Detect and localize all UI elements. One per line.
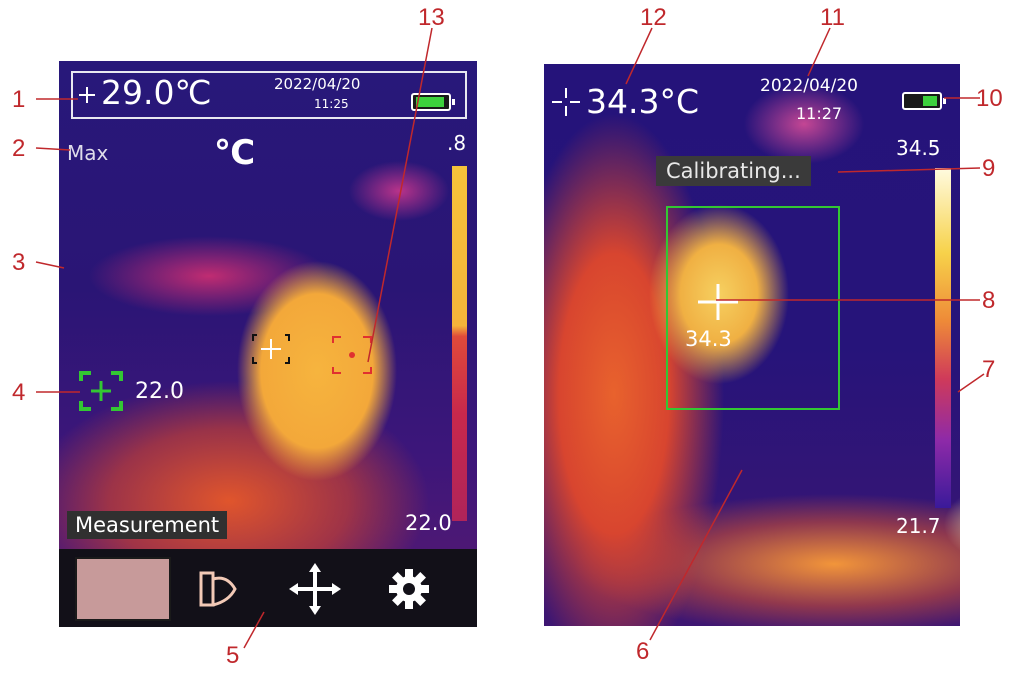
center-temperature: 29.0℃ (101, 73, 212, 112)
callout-number: 13 (418, 4, 445, 31)
scale-min-value: 21.7 (896, 514, 941, 538)
date-display: 2022/04/20 (760, 76, 858, 96)
max-point-marker-icon (332, 336, 372, 374)
callout-number: 1 (12, 86, 26, 113)
thermal-screen-measurement: 29.0℃ 2022/04/20 11:25 Max ℃ .8 22.0 22.… (59, 61, 477, 627)
color-scale-bar (452, 166, 467, 521)
blank-tile-icon[interactable] (75, 557, 171, 621)
time-display: 11:27 (796, 104, 843, 123)
battery-icon (411, 93, 455, 111)
bottom-toolbar (59, 549, 477, 627)
point-marker-icon[interactable] (77, 369, 125, 413)
crosshair-icon (552, 88, 580, 116)
callout-number: 12 (640, 4, 667, 31)
center-temperature: 34.3°C (586, 82, 700, 121)
measurement-box[interactable] (666, 206, 840, 410)
min-point-marker-icon (252, 334, 290, 364)
mode-label: Measurement (67, 511, 228, 539)
callout-number: 9 (982, 155, 996, 182)
thermal-screen-calibrating: 34.3°C 2022/04/20 11:27 34.5 21.7 34.3 C… (544, 64, 960, 626)
move-arrows-icon[interactable] (285, 559, 345, 619)
callout-number: 11 (820, 4, 845, 31)
battery-icon (902, 92, 946, 110)
callout-number: 8 (982, 287, 996, 314)
callout-number: 5 (226, 642, 240, 669)
center-cursor-icon (698, 284, 738, 320)
mode-indicator: Max (67, 141, 109, 165)
scale-min-value: 22.0 (405, 511, 452, 535)
callout-number: 3 (12, 249, 26, 276)
unit-indicator: ℃ (214, 133, 256, 173)
callout-number: 2 (12, 135, 26, 162)
palette-icon[interactable] (189, 559, 249, 619)
callout-number: 4 (12, 379, 26, 406)
gear-icon[interactable] (379, 559, 439, 619)
date-display: 2022/04/20 (274, 75, 361, 93)
scale-max-value: .8 (447, 131, 467, 155)
scale-max-value: 34.5 (896, 136, 941, 160)
point-marker-value: 22.0 (135, 379, 184, 404)
color-scale-bar (935, 168, 951, 508)
status-bar-frame (71, 71, 467, 119)
box-center-temperature: 34.3 (685, 327, 732, 351)
crosshair-icon (79, 87, 95, 103)
callout-number: 6 (636, 638, 650, 665)
time-display: 11:25 (314, 97, 349, 111)
status-message: Calibrating... (656, 156, 811, 186)
callout-number: 10 (976, 85, 1003, 112)
callout-number: 7 (982, 356, 996, 383)
